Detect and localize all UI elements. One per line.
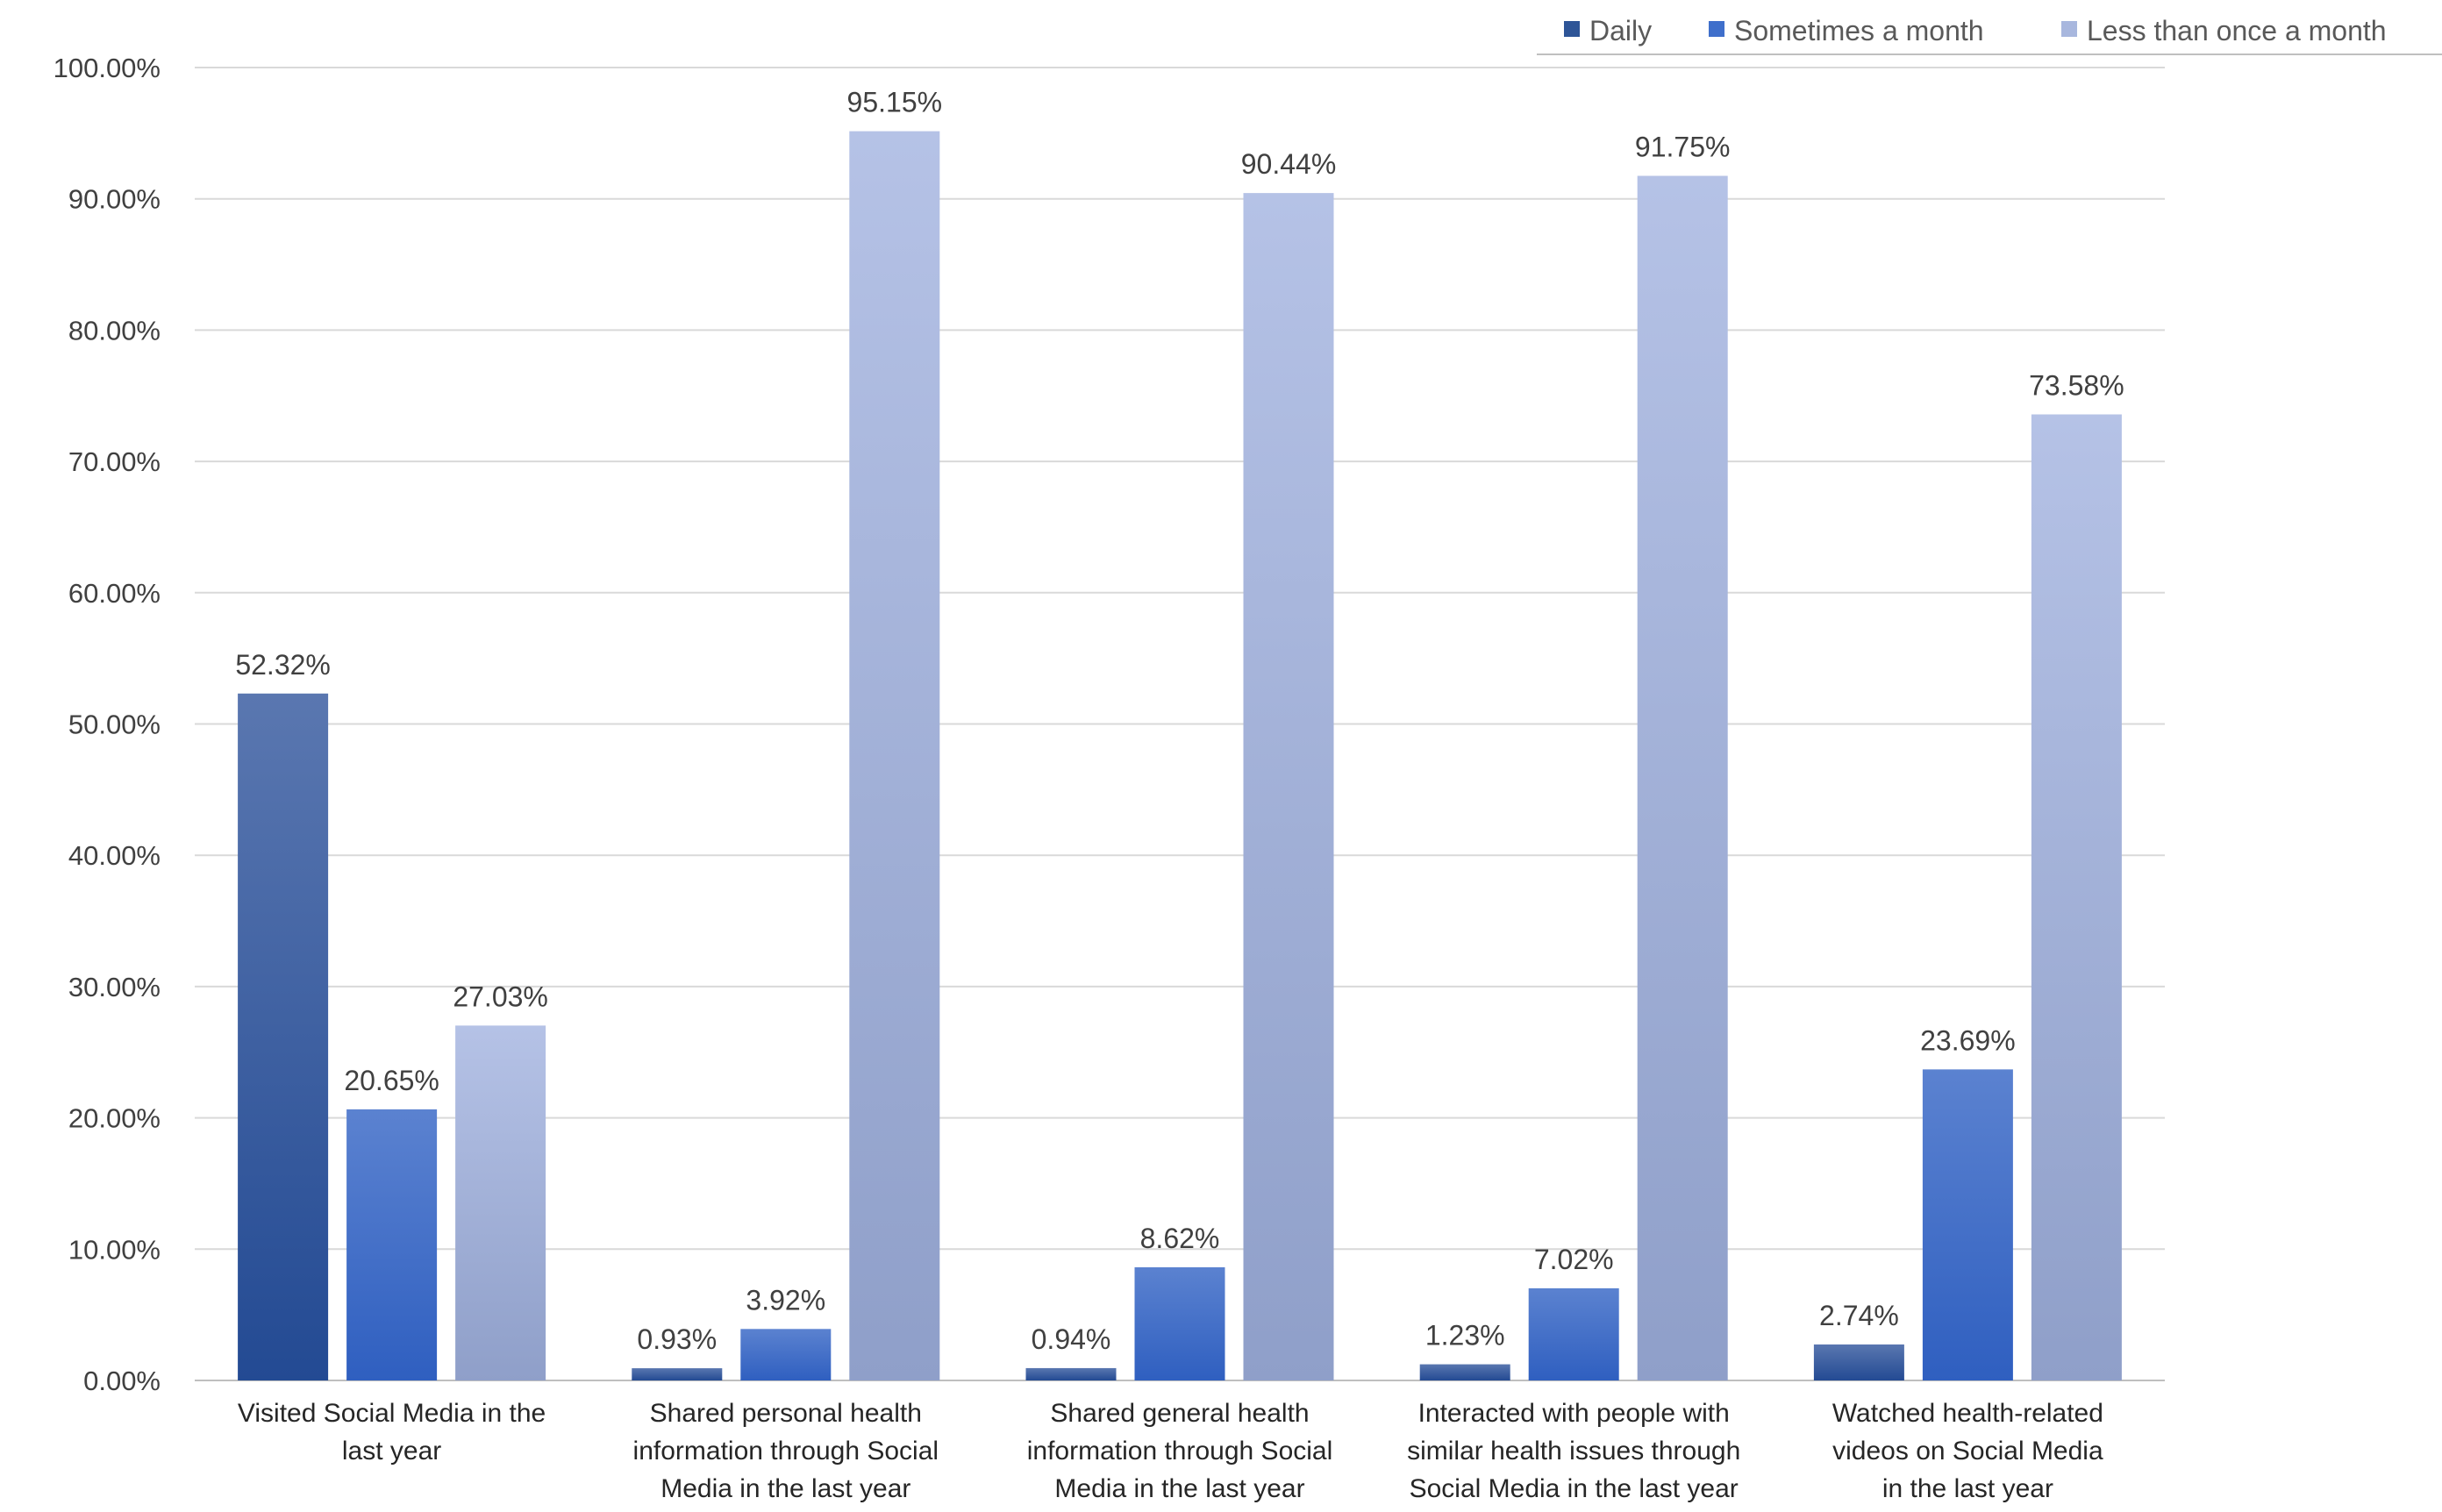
data-label: 20.65% [344, 1065, 439, 1096]
category-label: last year [342, 1437, 441, 1466]
legend-swatch [2061, 21, 2077, 37]
data-label: 2.74% [1819, 1300, 1899, 1331]
bar-less-than-once-a-month [1243, 193, 1334, 1381]
category-label: Shared personal health [650, 1399, 922, 1428]
data-labels: 52.32% 0.93% 0.94% 1.23% 2.74% 20.65% 3.92% 8.6… [235, 87, 2124, 1355]
bar-daily [1813, 1344, 1904, 1380]
category-label: information through Social [1027, 1437, 1333, 1466]
data-label: 95.15% [847, 87, 943, 118]
category-label: Interacted with people with [1418, 1399, 1730, 1428]
bar-sometimes-a-month [1134, 1266, 1225, 1380]
data-label: 73.58% [2029, 370, 2124, 402]
y-tick-label: 0.00% [83, 1366, 161, 1396]
legend: Daily Sometimes a month Less than once a m… [1537, 15, 2442, 55]
bar-sometimes-a-month [1922, 1069, 2013, 1380]
bar-daily [632, 1368, 723, 1380]
legend-label: Less than once a month [2087, 15, 2387, 46]
y-tick-label: 80.00% [68, 315, 161, 346]
legend-label: Daily [1589, 15, 1652, 46]
bar-less-than-once-a-month [455, 1025, 546, 1380]
category-label: Watched health-related [1832, 1399, 2103, 1428]
category-label: similar health issues through [1407, 1437, 1740, 1466]
bar-less-than-once-a-month [2031, 414, 2122, 1381]
y-tick-label: 70.00% [68, 446, 161, 477]
data-label: 91.75% [1635, 132, 1731, 163]
data-label: 0.93% [637, 1323, 717, 1355]
x-axis: Visited Social Media in the last year Shar… [238, 1399, 2103, 1503]
data-label: 7.02% [1534, 1244, 1614, 1275]
data-label: 0.94% [1032, 1323, 1111, 1355]
y-tick-label: 60.00% [68, 578, 161, 609]
category-label: Shared general health [1050, 1399, 1309, 1428]
y-tick-label: 20.00% [68, 1103, 161, 1134]
bar-sometimes-a-month [1528, 1287, 1619, 1380]
bars [238, 131, 2122, 1381]
category-label: in the last year [1882, 1474, 2053, 1503]
bar-less-than-once-a-month [849, 131, 940, 1381]
data-label: 3.92% [746, 1284, 825, 1316]
bar-less-than-once-a-month [1637, 175, 1728, 1381]
data-label: 23.69% [1920, 1024, 2016, 1056]
bar-daily [238, 693, 329, 1380]
category-label: videos on Social Media [1832, 1437, 2103, 1466]
legend-swatch [1709, 21, 1724, 37]
legend-label: Sometimes a month [1734, 15, 1984, 46]
bar-sometimes-a-month [346, 1109, 438, 1380]
y-tick-label: 90.00% [68, 184, 161, 215]
data-label: 1.23% [1425, 1320, 1505, 1352]
category-label: Social Media in the last year [1410, 1474, 1739, 1503]
category-label: Media in the last year [1054, 1474, 1304, 1503]
y-tick-label: 100.00% [54, 53, 161, 83]
category-label: Media in the last year [660, 1474, 910, 1503]
bar-sometimes-a-month [740, 1329, 832, 1380]
y-tick-label: 40.00% [68, 840, 161, 871]
y-axis: 0.00% 10.00% 20.00% 30.00% 40.00% 50.00% 60.00… [54, 53, 161, 1396]
data-label: 27.03% [453, 981, 548, 1012]
y-tick-label: 50.00% [68, 710, 161, 740]
category-label: information through Social [633, 1437, 939, 1466]
category-label: Visited Social Media in the [238, 1399, 546, 1428]
legend-swatch [1564, 21, 1580, 37]
y-tick-label: 10.00% [68, 1234, 161, 1265]
data-label: 52.32% [235, 649, 331, 681]
y-tick-label: 30.00% [68, 972, 161, 1002]
data-label: 90.44% [1241, 148, 1337, 180]
bar-daily [1025, 1367, 1117, 1380]
data-label: 8.62% [1140, 1223, 1220, 1254]
bar-daily [1419, 1364, 1510, 1380]
